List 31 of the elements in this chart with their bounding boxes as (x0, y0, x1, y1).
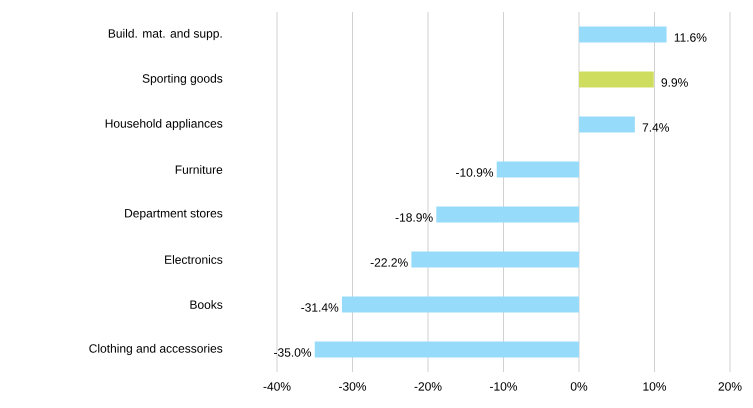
y-tick-label: Furniture (176, 165, 222, 174)
x-tick-label: 0% (570, 382, 588, 391)
data-label: -31.4% (301, 303, 338, 312)
y-tick-label: Books (190, 300, 222, 309)
data-label: -10.9% (456, 168, 494, 177)
data-label: -18.9% (396, 213, 433, 222)
data-label: 7.4% (642, 123, 669, 132)
bar (314, 342, 579, 358)
x-tick-label: -10% (490, 382, 518, 391)
y-tick-label: Sporting goods (142, 74, 222, 86)
y-tick-label: Household appliances (106, 118, 222, 130)
y-tick-label: Electronics (165, 255, 222, 264)
data-label: -35.0% (274, 348, 312, 357)
bar (578, 26, 667, 42)
y-tick-label: Department stores (125, 209, 222, 220)
bar (411, 252, 579, 268)
bar (578, 72, 654, 88)
x-tick-label: 10% (643, 382, 666, 391)
data-label: 11.6% (674, 33, 706, 42)
data-label: -22.2% (370, 258, 408, 267)
y-tick-label: Clothing and accessories (89, 344, 222, 356)
bar (342, 296, 579, 312)
data-label: 9.9% (662, 78, 688, 87)
bar (436, 206, 579, 222)
x-tick-label: -30% (339, 382, 366, 391)
y-tick-label: Build. mat. and supp. (108, 28, 222, 40)
bar (496, 162, 579, 178)
x-tick-label: 20% (718, 382, 742, 391)
x-tick-label: -40% (264, 382, 291, 391)
x-tick-label: -20% (414, 382, 442, 391)
bar (578, 116, 635, 132)
